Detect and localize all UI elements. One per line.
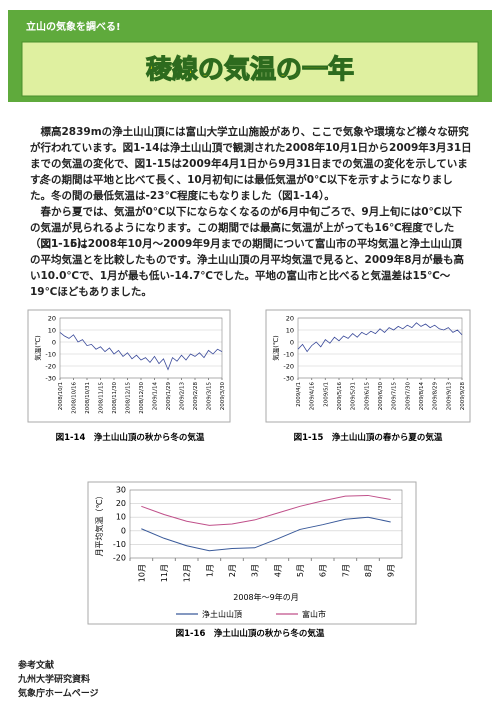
x-tick-label: 2009/7/15 [392, 382, 398, 411]
x-tick-label: 11月 [160, 564, 169, 582]
series-line [141, 494, 391, 526]
x-tick-label: 2009/8/29 [433, 382, 439, 411]
x-tick-label: 2009/2/28 [193, 382, 199, 411]
y-tick-label: -10 [283, 351, 294, 359]
x-tick-label: 2009/6/30 [378, 382, 384, 411]
x-tick-label: 2009/3/30 [220, 382, 226, 411]
y-axis-label: 気温(℃) [33, 335, 42, 360]
y-tick-label: 0 [121, 526, 126, 535]
x-tick-label: 2009/1/14 [153, 382, 159, 411]
x-tick-label: 2009/4/1 [296, 382, 302, 407]
x-tick-label: 2009/5/16 [337, 382, 343, 411]
x-tick-label: 2009/8/14 [419, 382, 425, 411]
x-tick-label: 5月 [296, 564, 305, 577]
header-subtitle: 立山の気象を調べる! [26, 20, 121, 33]
x-tick-label: 8月 [364, 564, 373, 577]
chart-caption: 図1-14 浄土山山頂の秋から冬の気温 [56, 432, 205, 443]
y-axis-label: 月平均気温（℃） [94, 492, 104, 557]
y-tick-label: 30 [116, 486, 126, 495]
x-tick-label: 2009/1/29 [166, 382, 172, 411]
x-tick-label: 2009/5/31 [351, 382, 357, 410]
x-tick-label: 1月 [205, 564, 214, 577]
x-tick-label: 10月 [137, 564, 146, 582]
y-axis-label: 気温(℃) [271, 335, 280, 360]
x-tick-label: 2009/7/30 [405, 382, 411, 411]
reference: 気象庁ホームページ [18, 689, 99, 699]
chart-frame [87, 481, 417, 625]
reference: 九州大学研究資料 [18, 675, 91, 685]
x-axis-label: 2008年～9年の月 [233, 592, 298, 602]
y-tick-label: 20 [116, 499, 126, 508]
y-tick-label: -20 [113, 554, 126, 563]
series-line [59, 332, 223, 371]
paragraph: 図1-16は2008年10月～2009年9月までの期間について富山市の平均気温と… [30, 238, 465, 298]
y-tick-label: -10 [113, 540, 126, 549]
y-tick-label: 10 [116, 513, 126, 522]
x-tick-label: 2008/10/1 [58, 382, 64, 410]
y-tick-label: 0 [290, 339, 294, 347]
y-tick-label: -30 [283, 375, 294, 383]
x-tick-label: 2008/10/16 [72, 382, 78, 414]
x-tick-label: 12月 [183, 564, 192, 582]
y-tick-label: -20 [283, 363, 294, 371]
x-tick-label: 4月 [273, 564, 282, 577]
series-line [297, 322, 463, 353]
y-tick-label: 20 [48, 315, 56, 323]
x-tick-label: 2009/6/15 [364, 382, 370, 411]
series-line [141, 516, 391, 552]
legend-label: 浄土山山頂 [202, 609, 242, 619]
x-tick-label: 2008/11/30 [112, 382, 118, 414]
y-tick-label: 10 [48, 327, 56, 335]
y-tick-label: 20 [286, 315, 294, 323]
legend-label: 富山市 [302, 609, 326, 619]
paragraph: 冬の期間は平地と比べて長く、10月初旬には最低気温が0℃以下を示すようになりまし… [30, 174, 453, 202]
chart-caption: 図1-15 浄土山山頂の春から夏の気温 [294, 432, 443, 443]
x-tick-label: 9月 [387, 564, 396, 577]
x-tick-label: 2009/4/16 [310, 382, 316, 411]
reference: 参考文献 [18, 661, 55, 671]
x-tick-label: 2008/12/30 [139, 382, 145, 414]
x-tick-label: 2009/5/1 [323, 382, 329, 407]
x-tick-label: 2009/9/28 [460, 382, 466, 411]
y-tick-label: -10 [45, 351, 56, 359]
x-tick-label: 2月 [228, 564, 237, 577]
x-tick-label: 6月 [319, 564, 328, 577]
title-panel [21, 41, 479, 97]
y-tick-label: -20 [45, 363, 56, 371]
y-tick-label: 0 [52, 339, 56, 347]
x-tick-label: 3月 [251, 564, 260, 577]
x-tick-label: 2009/9/13 [446, 382, 452, 411]
x-tick-label: 7月 [341, 564, 350, 577]
x-tick-label: 2008/11/15 [99, 382, 105, 414]
paragraph: 標高2839mの浄土山山頂には富山大学立山施設があり、ここで気象や環境など様々な… [30, 126, 472, 186]
paragraph: 春から夏では、気温が0℃以下にならなくなるのが6月中旬ごろで、9月上旬には0℃以… [30, 206, 463, 250]
header-title: 稜線の気温の一年 [146, 54, 354, 85]
x-tick-label: 2008/12/15 [126, 382, 132, 414]
y-tick-label: -30 [45, 375, 56, 383]
chart-caption: 図1-16 浄土山山頂の秋から冬の気温 [176, 628, 325, 639]
x-tick-label: 2009/2/13 [180, 382, 186, 411]
y-tick-label: 10 [286, 327, 294, 335]
x-tick-label: 2009/3/15 [207, 382, 213, 411]
x-tick-label: 2008/10/31 [85, 382, 91, 414]
